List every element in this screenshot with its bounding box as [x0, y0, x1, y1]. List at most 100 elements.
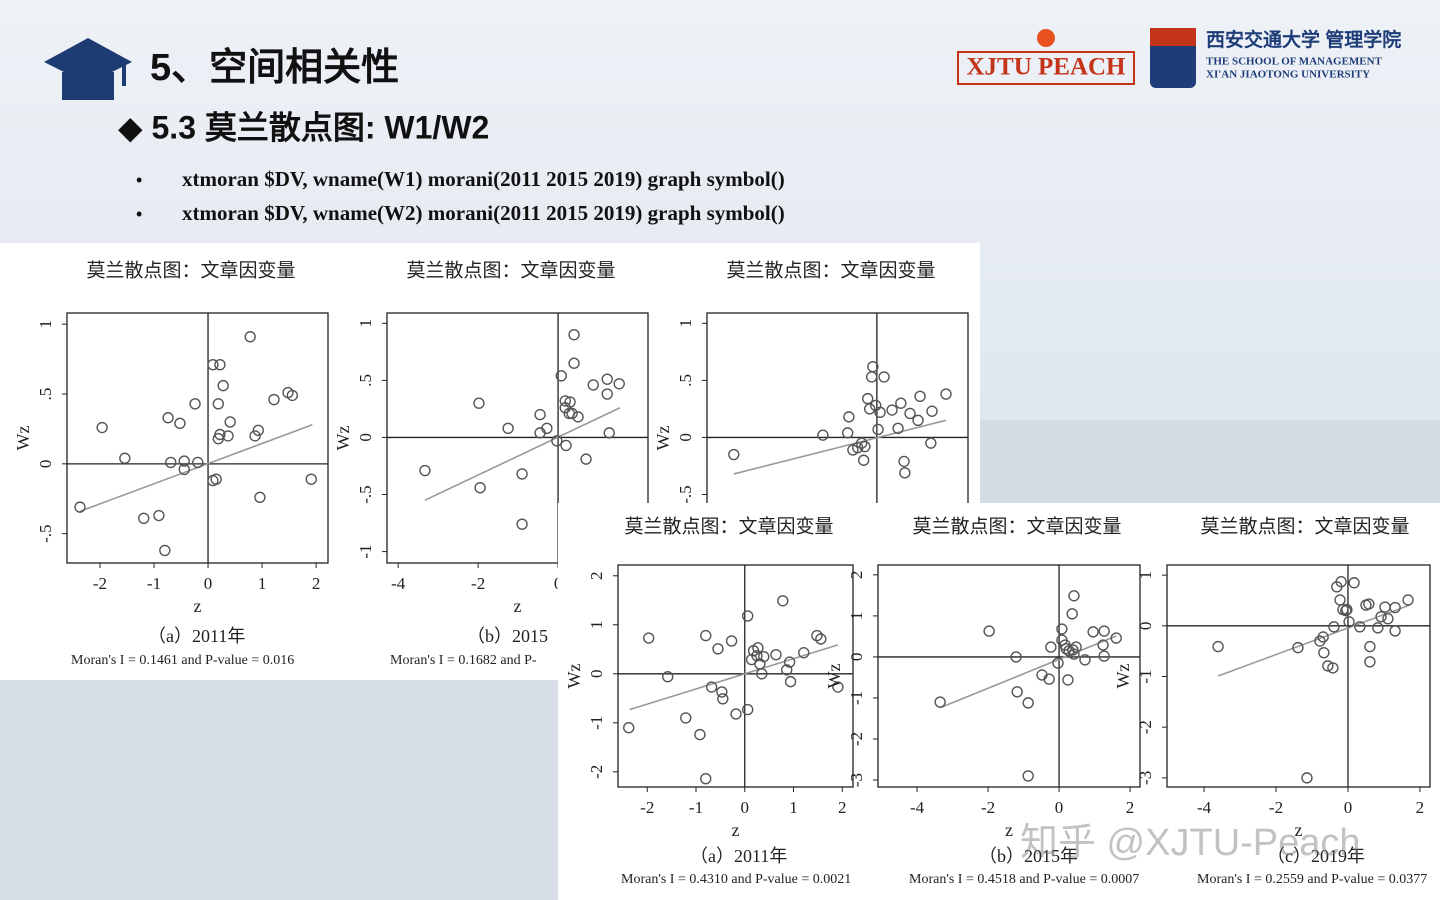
y-tick-label: -2 [1136, 720, 1155, 734]
y-tick-label: 0 [1136, 622, 1155, 631]
data-point [1389, 601, 1401, 614]
data-point [1364, 656, 1376, 668]
x-tick-label: 0 [204, 574, 213, 593]
data-point [568, 328, 580, 341]
data-point [1067, 644, 1079, 656]
data-point [863, 403, 876, 415]
y-tick-label: -1 [587, 716, 606, 730]
x-axis-label: z [194, 596, 202, 616]
data-point [1382, 613, 1394, 625]
y-axis-label: Wz [333, 426, 353, 451]
logo-text: XJTU PEACH [966, 54, 1126, 81]
data-point [1212, 640, 1224, 653]
x-tick-label: 0 [1055, 798, 1064, 817]
data-point [138, 512, 150, 525]
bullet: • [136, 204, 142, 224]
data-point [555, 370, 567, 382]
data-point [832, 681, 844, 693]
data-point [153, 509, 165, 522]
data-point [192, 456, 204, 469]
command: xtmoran $DV, wname(W1) morani(2011 2015 … [182, 167, 785, 191]
data-point [878, 371, 890, 383]
data-point [74, 501, 86, 513]
x-tick-label: -4 [1197, 798, 1212, 817]
y-tick-label: -3 [1136, 771, 1155, 785]
data-point [815, 633, 827, 645]
data-point [1292, 641, 1304, 654]
school-emblem-band [1150, 28, 1196, 46]
chart-title: 莫兰散点图：文章因变量 [86, 259, 295, 281]
data-point [566, 407, 578, 420]
data-point [623, 722, 635, 734]
data-point [700, 629, 712, 642]
data-point [601, 388, 613, 400]
x-tick-label: -2 [981, 798, 995, 817]
x-axis-label: z [1295, 820, 1303, 840]
data-point [222, 430, 234, 442]
data-point [1098, 625, 1110, 637]
y-tick-label: -2 [587, 765, 606, 779]
data-point [1340, 604, 1352, 617]
school-name-en: THE SCHOOL OF MANAGEMENT [1206, 56, 1383, 68]
command: xtmoran $DV, wname(W2) morani(2011 2015 … [182, 201, 785, 225]
data-point [983, 625, 995, 637]
data-point [898, 455, 910, 468]
chart-caption: （b）2015 [467, 626, 548, 646]
y-tick-label: 1 [847, 612, 866, 621]
data-point [680, 712, 692, 724]
data-point [559, 395, 571, 407]
data-point [1011, 686, 1023, 698]
data-point [1363, 598, 1375, 610]
data-point [1343, 616, 1355, 628]
x-tick-label: 2 [1126, 798, 1135, 817]
y-axis-label: Wz [564, 664, 584, 689]
data-point [1341, 603, 1353, 616]
x-tick-label: -2 [640, 798, 654, 817]
data-point [207, 358, 219, 371]
data-point [534, 408, 546, 421]
data-point [1056, 623, 1068, 635]
data-point [210, 473, 222, 485]
data-point [473, 397, 485, 409]
data-point [1062, 674, 1074, 686]
data-point [1375, 610, 1387, 623]
data-point [516, 518, 528, 530]
data-point [1389, 625, 1401, 637]
data-point [874, 406, 886, 419]
y-axis-label: Wz [1113, 664, 1133, 689]
data-point [119, 452, 131, 464]
data-point [1010, 651, 1022, 663]
trend-line [1217, 604, 1411, 677]
data-point [1087, 626, 1099, 638]
logo-frame [957, 51, 1135, 85]
data-point [212, 398, 225, 410]
data-point [940, 388, 952, 400]
x-tick-label: 2 [838, 798, 847, 817]
data-point [1301, 772, 1313, 784]
data-point [912, 414, 924, 427]
data-point [214, 358, 226, 371]
y-tick-label: 2 [587, 572, 606, 581]
data-point [580, 453, 592, 465]
slide-subtitle: ◆ 5.3 莫兰散点图: W1/W2 [118, 109, 489, 145]
x-tick-label: 0 [741, 798, 750, 817]
trend-line [424, 407, 621, 501]
x-tick-label: 1 [258, 574, 267, 593]
y-tick-label: 0 [676, 433, 695, 442]
data-point [474, 481, 486, 494]
y-axis-label: Wz [653, 426, 673, 451]
data-point [224, 416, 236, 428]
y-tick-label: -.5 [356, 485, 375, 503]
trend-line [733, 419, 947, 475]
chart-note: Moran's I = 0.2559 and P-value = 0.0377 [1197, 872, 1427, 887]
chart-title: 莫兰散点图：文章因变量 [912, 515, 1121, 537]
data-point [712, 643, 724, 655]
data-point [741, 610, 754, 622]
data-point [603, 427, 615, 439]
y-tick-label: 0 [356, 433, 375, 442]
y-tick-label: 0 [847, 653, 866, 662]
data-point [568, 357, 580, 369]
data-point [178, 455, 190, 467]
